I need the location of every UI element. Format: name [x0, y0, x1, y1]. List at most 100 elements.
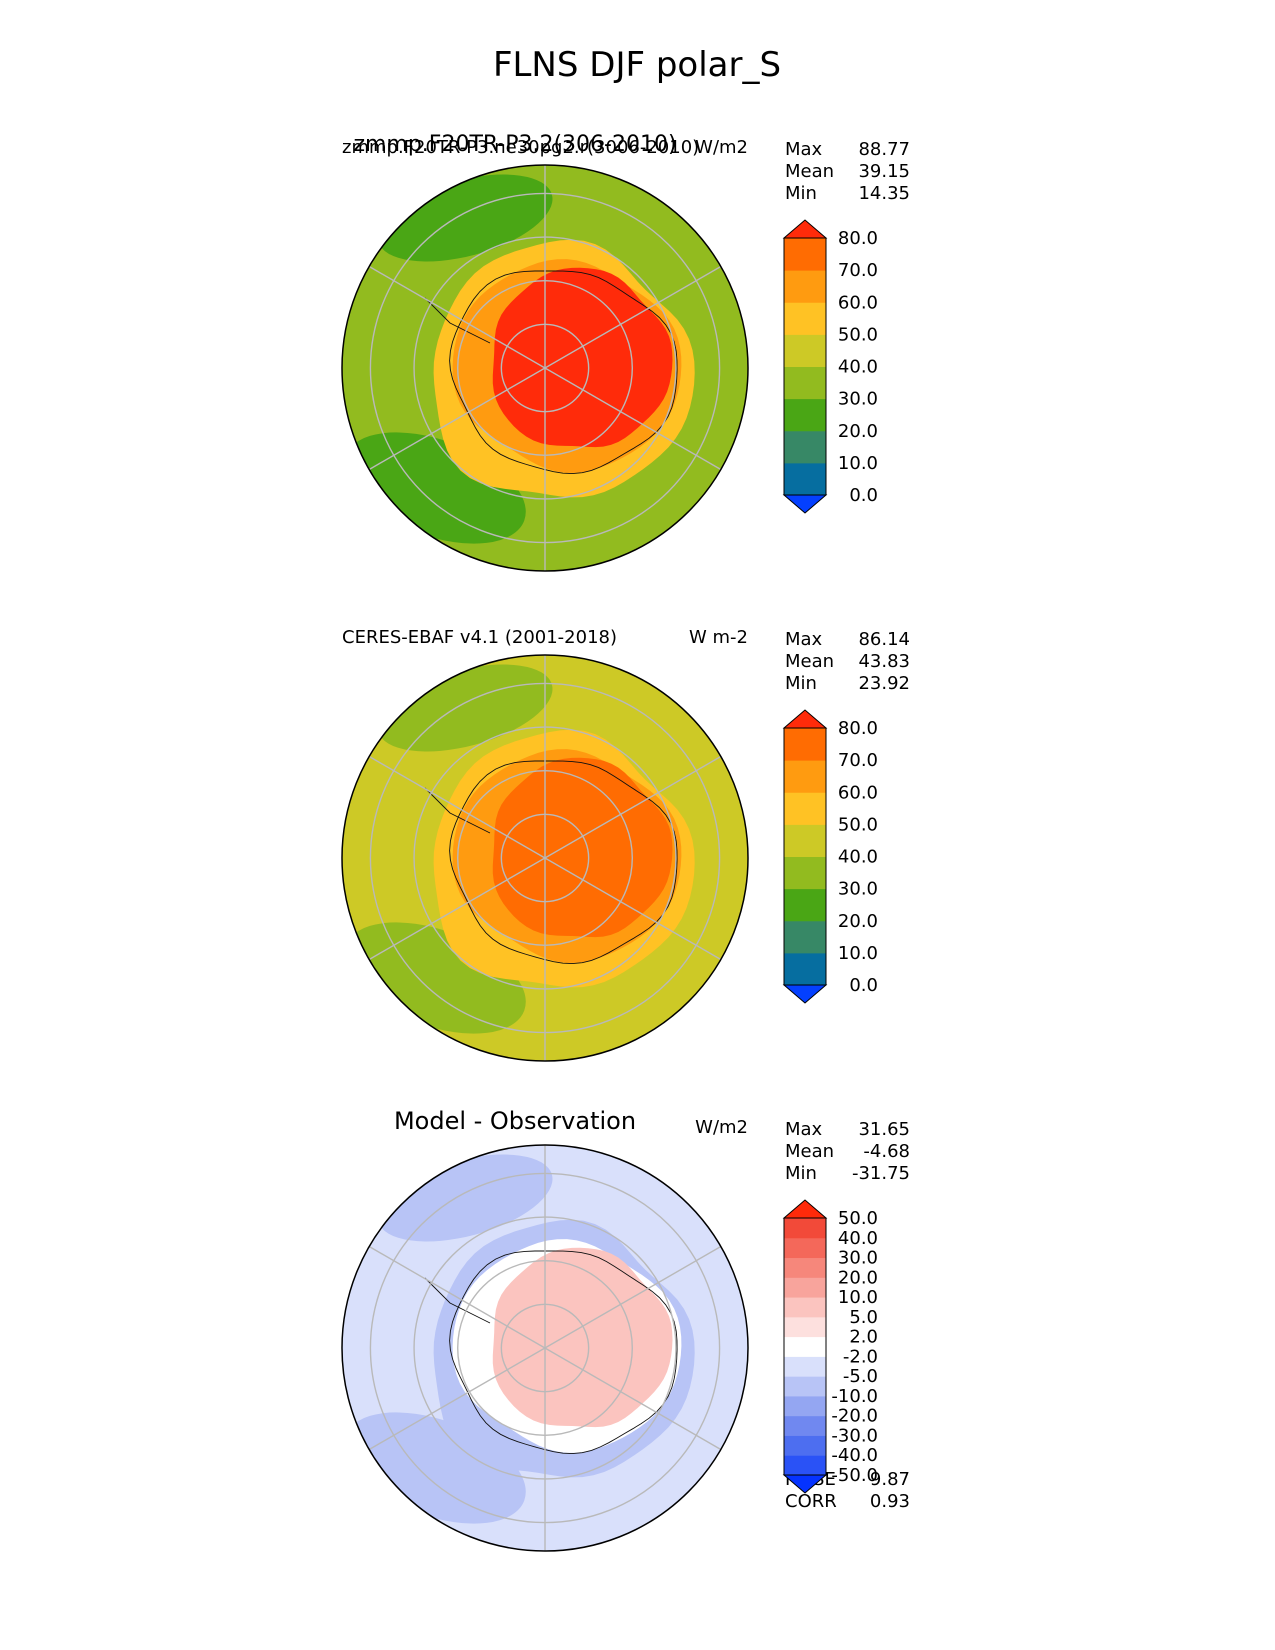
colorbar-segment: [784, 1376, 826, 1397]
colorbar-segment: [784, 302, 826, 335]
colorbar-tick-label: 10.0: [838, 943, 878, 964]
colorbar-tick-label: 50.0: [838, 324, 878, 345]
meridian-line: [368, 755, 722, 961]
colorbar-tick-label: 30.0: [838, 1248, 878, 1269]
colorbar-tick-label: 5.0: [849, 1307, 878, 1328]
colorbar-tick-label: 50.0: [838, 1208, 878, 1229]
colorbar: -50.0-40.0-30.0-20.0-10.0-5.0-2.02.05.01…: [782, 1199, 878, 1494]
figure-title: FLNS DJF polar_S: [493, 45, 781, 85]
map-boundary: [341, 164, 749, 572]
stat-label: Mean: [785, 1141, 834, 1162]
colorbar-segment: [784, 856, 826, 890]
colorbar: 0.0 10.0 20.0 30.0 40.0 50.0 60.0 70.0 80.0: [782, 219, 878, 514]
colorbar-segment: [784, 952, 826, 986]
colorbar-tick-label: 10.0: [838, 453, 878, 474]
colorbar-segment: [784, 270, 826, 303]
interior-plateau: [492, 757, 673, 938]
stat-value: 14.35: [858, 183, 910, 204]
stat-value: 0.93: [870, 1491, 910, 1512]
graticule: [368, 1145, 722, 1551]
colorbar-segment: [784, 728, 826, 761]
colorbar-tick-label: -10.0: [831, 1386, 878, 1407]
colorbar-segment: [784, 462, 826, 496]
stat-value: 86.14: [858, 629, 910, 650]
colorbar-tick-label: -40.0: [831, 1445, 878, 1466]
stat-label: Mean: [785, 651, 834, 672]
colorbar-segment: [784, 1435, 826, 1456]
colorbar-max-arrow: [782, 1199, 828, 1219]
colorbar-segment: [784, 238, 826, 271]
colorbar-segment: [784, 1356, 826, 1377]
colorbar-tick-label: 80.0: [838, 718, 878, 739]
colorbar-segment: [784, 1218, 826, 1239]
stat-value: 31.65: [858, 1119, 910, 1140]
panel-title-left: CERES-EBAF v4.1 (2001-2018): [342, 627, 617, 648]
stat-label: Max: [785, 1119, 823, 1140]
colorbar-tick-label: -5.0: [843, 1366, 878, 1387]
panel-title-center: zmmp.F20TR-P3.2(306-2010): [353, 132, 676, 157]
colorbar-tick-label: -50.0: [831, 1465, 878, 1486]
colorbar-segment: [784, 366, 826, 400]
stat-value: 39.15: [858, 161, 910, 182]
stat-value: -31.75: [852, 1163, 910, 1184]
stat-label: Min: [785, 673, 817, 694]
colorbar-tick-label: 60.0: [838, 782, 878, 803]
colorbar-segment: [784, 1237, 826, 1259]
colorbar-frame: [783, 237, 827, 496]
peninsula-coastline: [424, 297, 491, 344]
colorbar-segment: [784, 1415, 826, 1436]
colorbar-tick-label: 40.0: [838, 847, 878, 868]
stat-value: -4.68: [863, 1141, 910, 1162]
colorbar-tick-label: 70.0: [838, 260, 878, 281]
colorbar-segment: [784, 398, 826, 432]
colorbar-segment: [784, 792, 826, 825]
panel-title-center: Model - Observation: [394, 1107, 636, 1135]
antarctic-coastline: [449, 1250, 678, 1455]
colorbar-tick-label: 50.0: [838, 814, 878, 835]
panel-title-left: zmmp.F20TR-P3.ne30pg2.r(3006-2010): [342, 137, 699, 158]
map-panel-3: Model - Observation W/m2 Max 31.65 Mean -4.68…: [341, 1107, 910, 1552]
stat-label: Min: [785, 183, 817, 204]
colorbar: 0.0 10.0 20.0 30.0 40.0 50.0 60.0 70.0 80.0: [782, 709, 878, 1004]
colorbar-tick-label: 0.0: [849, 975, 878, 996]
colorbar-tick-label: 20.0: [838, 1267, 878, 1288]
stat-value: 88.77: [858, 139, 910, 160]
peninsula-coastline: [424, 1277, 491, 1324]
colorbar-min-arrow: [782, 494, 828, 514]
colorbar-segment: [784, 334, 826, 367]
colorbar-segment: [784, 1336, 826, 1357]
colorbar-tick-label: 20.0: [838, 911, 878, 932]
colorbar-min-arrow: [782, 984, 828, 1004]
meridian-line: [368, 265, 722, 471]
colorbar-tick-label: 30.0: [838, 389, 878, 410]
stat-label: CORR: [785, 1491, 837, 1512]
map-panel-1: zmmp.F20TR-P3.ne30pg2.r(3006-2010)zmmp.F…: [341, 132, 910, 572]
colorbar-segment: [784, 1277, 826, 1298]
map-panel-2: CERES-EBAF v4.1 (2001-2018) W m-2 Max 86.14…: [341, 627, 910, 1062]
meridian-line: [368, 1245, 722, 1451]
colorbar-tick-label: 2.0: [849, 1327, 878, 1348]
stat-label: Max: [785, 629, 823, 650]
colorbar-segment: [784, 760, 826, 793]
colorbar-segment: [784, 1257, 826, 1278]
colorbar-segment: [784, 888, 826, 922]
peninsula-coastline: [424, 787, 491, 834]
colorbar-segment: [784, 1316, 826, 1338]
colorbar-max-arrow: [782, 219, 828, 239]
colorbar-frame: [783, 727, 827, 986]
colorbar-segment: [784, 1395, 826, 1417]
antarctic-coastline: [449, 760, 678, 965]
colorbar-max-arrow: [782, 709, 828, 729]
panel-units: W m-2: [689, 627, 748, 648]
colorbar-segment: [784, 1455, 826, 1476]
colorbar-segment: [784, 824, 826, 857]
colorbar-tick-label: 40.0: [838, 1228, 878, 1249]
graticule: [368, 165, 722, 571]
colorbar-segment: [784, 920, 826, 954]
antarctic-coastline: [449, 270, 678, 475]
colorbar-segment: [784, 1297, 826, 1318]
colorbar-tick-label: -2.0: [843, 1346, 878, 1367]
colorbar-tick-label: 40.0: [838, 357, 878, 378]
colorbar-tick-label: 30.0: [838, 879, 878, 900]
